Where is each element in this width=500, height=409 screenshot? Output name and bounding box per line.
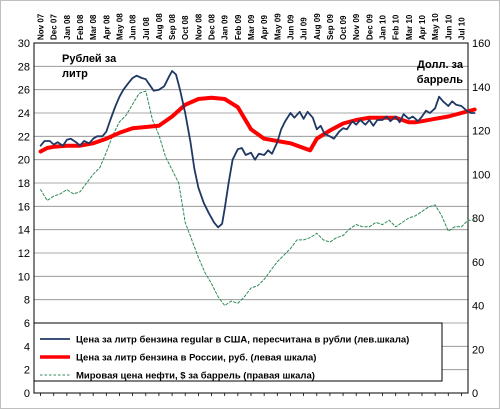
x-tick-label-9: Aug 08 (155, 13, 164, 40)
left-tick-label-12: 24 (18, 108, 30, 120)
right-axis-ticks: 0 20 40 60 80 100 120 140 160 (472, 38, 490, 400)
x-tick-label-8: Jul 08 (142, 17, 151, 40)
series-lines (38, 70, 477, 306)
x-tick-label-29: Apr 10 (418, 15, 427, 40)
right-axis-note-line1: Долл. за (417, 59, 464, 71)
x-tick-label-17: Apr 09 (260, 15, 269, 40)
legend-box (33, 322, 443, 382)
legend-label-2: Мировая цена нефти, $ за баррель (правая… (76, 371, 315, 382)
left-tick-label-1: 2 (24, 365, 30, 377)
series-line-0 (39, 70, 476, 229)
x-axis-ticks: Nov 07 Dec 07 Jan 08 Feb 08 Mar 08 Apr 08 May … (37, 13, 466, 396)
x-tick-label-22: Sep 09 (326, 14, 335, 40)
x-tick-label-10: Sep 08 (168, 14, 177, 40)
left-tick-label-10: 20 (18, 155, 30, 167)
legend: Цена за литр бензина regular в США, пере… (33, 322, 443, 382)
x-tick-label-13: Dec 08 (208, 14, 217, 40)
x-tick-label-7: Jun 08 (129, 14, 138, 40)
x-tick-label-2: Jan 08 (63, 15, 72, 40)
x-tick-label-4: Mar 08 (89, 14, 98, 40)
x-tick-label-6: May 08 (115, 13, 124, 40)
left-tick-label-6: 12 (18, 248, 30, 260)
x-tick-label-0: Nov 07 (37, 13, 46, 40)
x-tick-label-32: Jul 10 (457, 17, 466, 40)
left-tick-label-5: 10 (18, 271, 30, 283)
x-tick-label-21: Aug 09 (313, 13, 322, 40)
right-tick-label-1: 20 (472, 344, 484, 356)
right-tick-label-4: 80 (472, 213, 484, 225)
right-tick-label-6: 120 (472, 126, 490, 138)
right-tick-label-0: 0 (472, 388, 478, 400)
x-tick-label-31: Jun 10 (444, 14, 453, 40)
x-tick-label-20: Jul 09 (300, 17, 309, 40)
legend-label-1: Цена за литр бензина в России, руб. (лев… (76, 353, 316, 364)
right-tick-label-5: 100 (472, 169, 490, 181)
left-tick-label-14: 28 (18, 61, 30, 73)
x-tick-label-11: Oct 08 (181, 15, 190, 40)
x-tick-label-27: Feb 10 (392, 14, 401, 40)
x-tick-label-30: May 10 (431, 13, 440, 40)
right-tick-label-2: 40 (472, 301, 484, 313)
left-tick-label-8: 16 (18, 201, 30, 213)
x-tick-label-12: Nov 08 (194, 13, 203, 40)
x-tick-label-24: Nov 09 (352, 13, 361, 40)
x-tick-label-23: Oct 09 (339, 15, 348, 40)
x-tick-label-25: Dec 09 (365, 14, 374, 40)
left-tick-label-9: 18 (18, 178, 30, 190)
legend-label-0: Цена за литр бензина regular в США, пере… (76, 335, 409, 346)
x-tick-label-1: Dec 07 (50, 14, 59, 40)
left-tick-label-7: 14 (18, 225, 30, 237)
left-tick-label-15: 30 (18, 38, 30, 50)
left-tick-label-3: 6 (24, 318, 30, 330)
left-tick-label-13: 26 (18, 85, 30, 97)
x-tick-label-15: Feb 09 (234, 14, 243, 40)
left-tick-label-4: 8 (24, 295, 30, 307)
right-tick-label-7: 140 (472, 82, 490, 94)
left-tick-label-0: 0 (24, 388, 30, 400)
series-line-1 (38, 95, 477, 154)
x-tick-label-18: May 09 (273, 13, 282, 40)
x-tick-label-14: Jan 09 (221, 15, 230, 40)
x-tick-label-5: Apr 08 (102, 15, 111, 40)
left-axis-note-line2: литр (62, 68, 88, 80)
left-tick-label-2: 4 (24, 341, 30, 353)
x-tick-label-3: Feb 08 (76, 14, 85, 40)
right-tick-label-8: 160 (472, 38, 490, 50)
x-tick-label-26: Jan 10 (379, 15, 388, 40)
left-tick-label-11: 22 (18, 131, 30, 143)
left-axis-note-line1: Рублей за (62, 53, 117, 65)
right-axis-note-line2: баррель (417, 74, 463, 86)
x-tick-label-28: Mar 10 (405, 14, 414, 40)
right-tick-label-3: 60 (472, 257, 484, 269)
x-tick-label-16: Mar 09 (247, 14, 256, 40)
x-tick-label-19: Jun 09 (286, 14, 295, 40)
